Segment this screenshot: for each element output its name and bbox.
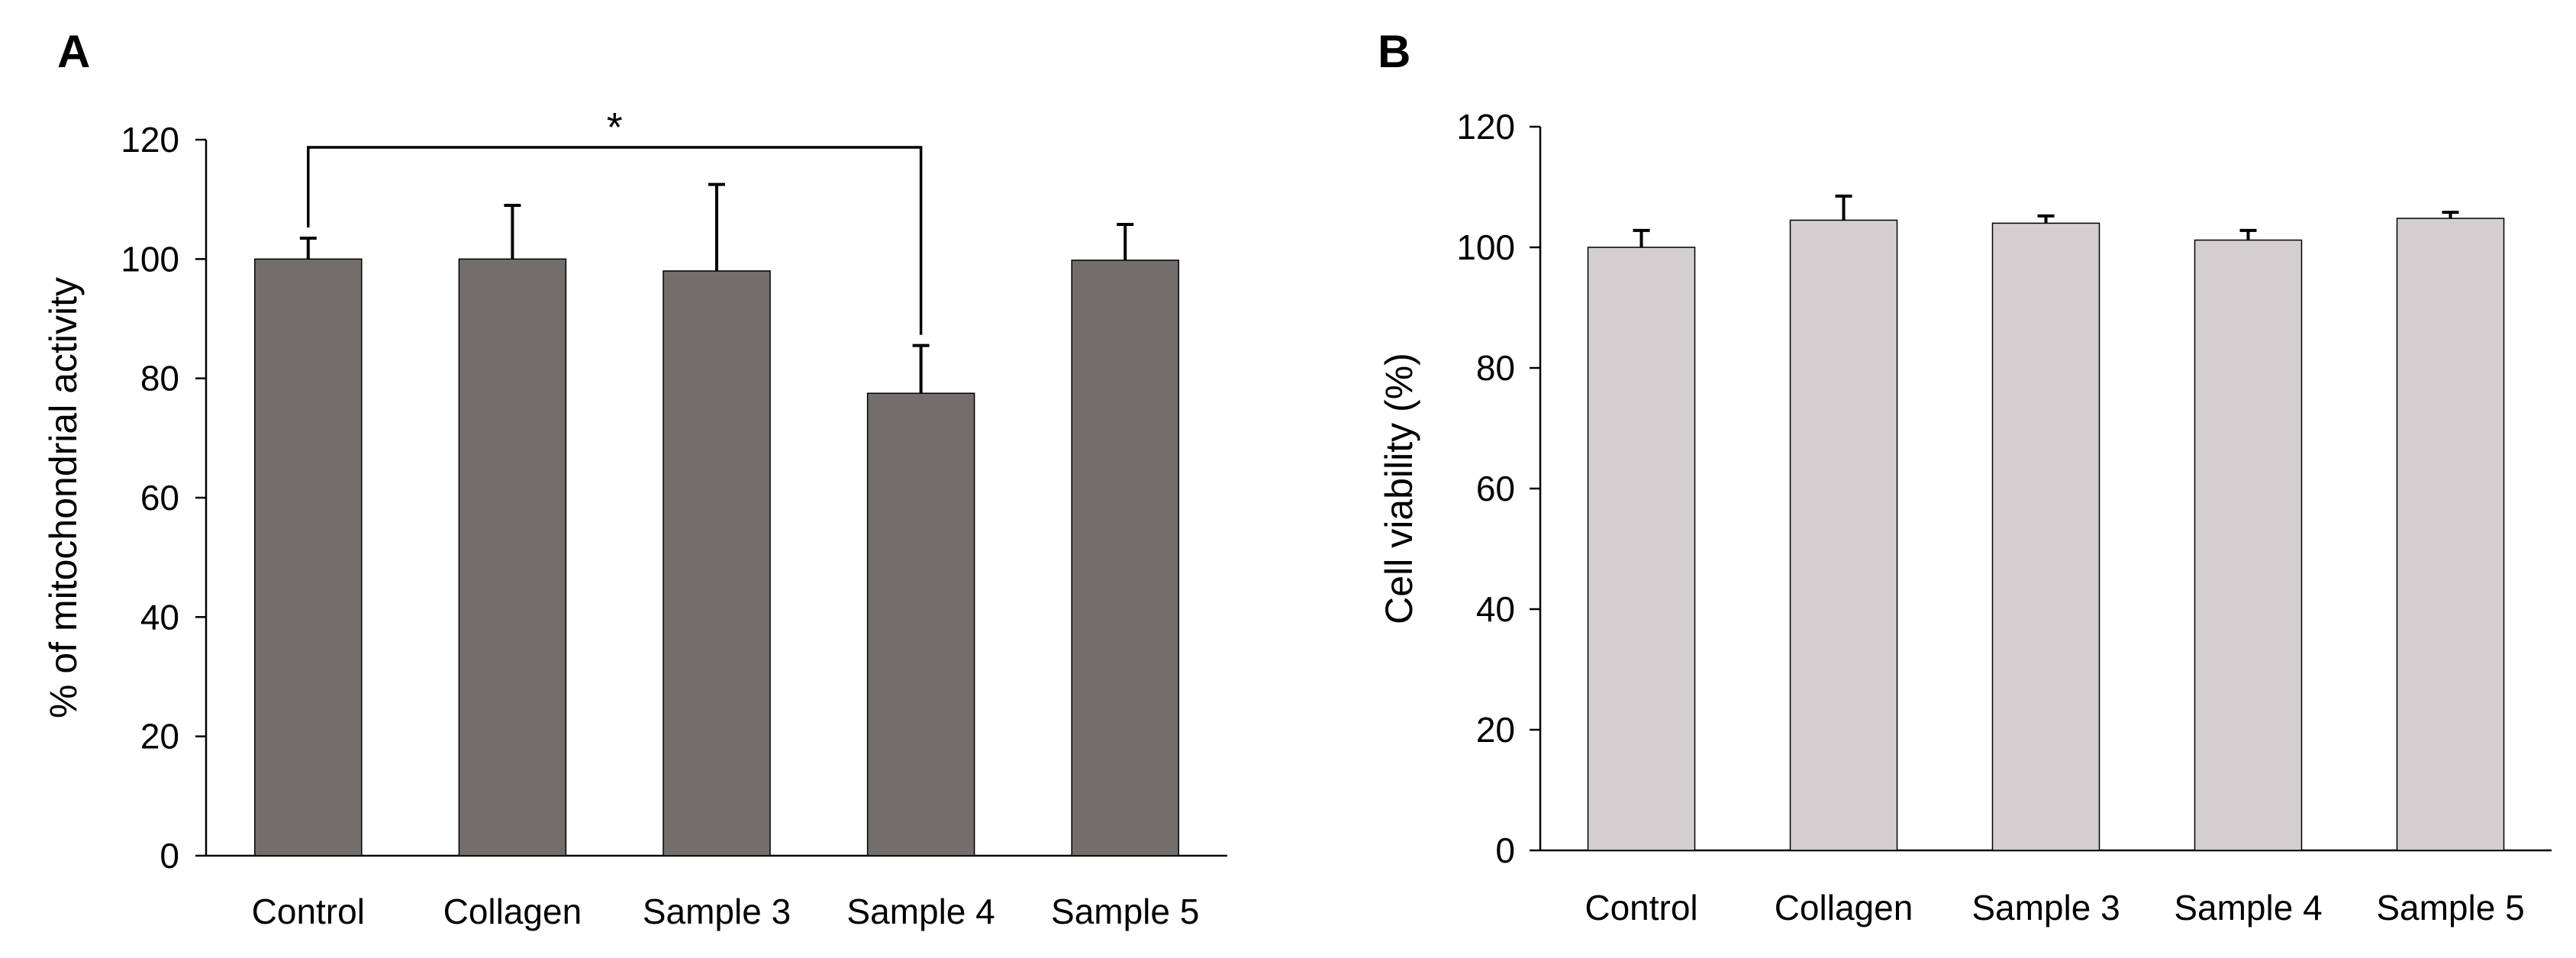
panel-letter-b: B	[1378, 26, 1411, 77]
y-tick-label-a: 60	[140, 478, 179, 518]
y-tick-label-a: 20	[140, 717, 179, 756]
y-tick-label-b: 40	[1476, 589, 1515, 629]
category-label-a-4: Sample 4	[846, 892, 995, 931]
y-tick-label-b: 0	[1495, 831, 1515, 870]
y-tick-label-a: 0	[160, 836, 179, 876]
y-tick-label-b: 100	[1456, 227, 1515, 267]
category-label-b-5: Sample 5	[2376, 888, 2524, 927]
panel-a: A 0 20 40 60 80 100 120 % of mitochondrial acti…	[42, 26, 1227, 931]
bar-b-5	[2396, 218, 2505, 851]
y-tick-label-b: 20	[1476, 710, 1515, 750]
category-label-b-1: Control	[1585, 888, 1697, 927]
category-label-a-3: Sample 3	[643, 892, 791, 931]
category-label-a-2: Collagen	[443, 892, 582, 931]
bar-b-3	[1991, 222, 2100, 851]
category-label-a-5: Sample 5	[1051, 892, 1199, 931]
category-label-a-1: Control	[252, 892, 365, 931]
bar-a-2	[458, 258, 567, 856]
panel-letter-a: A	[57, 26, 90, 77]
category-label-b-4: Sample 4	[2174, 888, 2322, 927]
y-tick-label-b: 60	[1476, 469, 1515, 508]
y-tick-label-a: 100	[121, 239, 179, 279]
y-axis-title-a: % of mitochondrial activity	[42, 277, 85, 718]
y-axis-title-b: Cell viability (%)	[1378, 353, 1420, 624]
y-tick-label-a: 80	[140, 359, 179, 398]
category-label-b-2: Collagen	[1775, 888, 1913, 927]
significance-bracket	[307, 146, 923, 335]
y-tick-label-a: 120	[121, 120, 179, 160]
bar-a-1	[254, 258, 363, 856]
bar-a-5	[1071, 260, 1179, 856]
significance-star: *	[607, 105, 623, 150]
bar-b-2	[1789, 219, 1898, 851]
bar-a-4	[866, 392, 975, 856]
y-tick-label-a: 40	[140, 597, 179, 637]
panel-b: B 0 20 40 60 80 100 120 Cell viability (%) Contr…	[1378, 26, 2552, 927]
category-label-b-3: Sample 3	[1971, 888, 2120, 927]
bar-b-4	[2194, 239, 2303, 851]
y-tick-label-b: 80	[1476, 348, 1515, 388]
bar-b-1	[1587, 247, 1696, 851]
bar-a-3	[663, 270, 771, 856]
y-tick-label-b: 120	[1456, 107, 1515, 147]
